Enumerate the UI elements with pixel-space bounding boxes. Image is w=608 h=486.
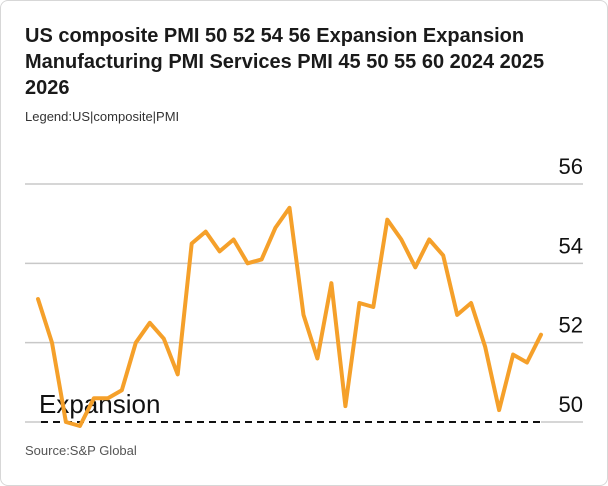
y-tick-label-50: 50: [559, 392, 583, 417]
series-line-0: [36, 205, 543, 428]
legend-text: Legend:US|composite|PMI: [25, 109, 180, 124]
y-tick-label-56: 56: [559, 154, 583, 179]
chart-title: US composite PMI 50 52 54 56 Expansion E…: [25, 25, 545, 99]
series-layer: [36, 205, 543, 428]
y-tick-label-54: 54: [559, 233, 583, 258]
y-tick-label-52: 52: [559, 313, 583, 338]
source-note: Source:S&P Global: [25, 443, 137, 458]
y-tick-labels: 56 54 52 50: [559, 154, 583, 417]
grid-layer: [25, 183, 583, 344]
threshold-label: Expansion: [39, 389, 160, 419]
